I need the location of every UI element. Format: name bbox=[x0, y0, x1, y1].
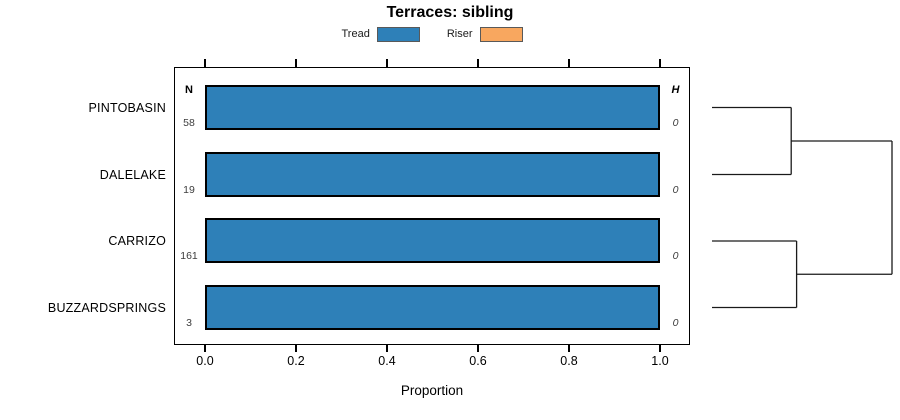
x-tick-label: 0.4 bbox=[378, 354, 396, 368]
legend-item-riser: Riser bbox=[446, 26, 523, 42]
x-tick bbox=[659, 59, 661, 67]
x-tick bbox=[204, 59, 206, 67]
x-tick bbox=[659, 345, 661, 352]
x-tick-label: 0.6 bbox=[469, 354, 487, 368]
x-tick bbox=[386, 345, 388, 352]
bar-row-dalelake bbox=[205, 152, 660, 197]
x-tick bbox=[386, 59, 388, 67]
bar-row-carrizo bbox=[205, 218, 660, 263]
category-label-carrizo: CARRIZO bbox=[108, 233, 166, 248]
legend-label-tread: Tread bbox=[341, 28, 370, 40]
x-tick bbox=[477, 345, 479, 352]
h-value: 0 bbox=[672, 250, 679, 262]
bar-segment-tread bbox=[205, 218, 660, 263]
chart-title: Terraces: sibling bbox=[386, 4, 514, 21]
h-value: 0 bbox=[672, 317, 679, 329]
bar-segment-tread bbox=[205, 285, 660, 330]
x-tick bbox=[568, 59, 570, 67]
legend: Tread Riser bbox=[174, 26, 690, 42]
category-label-buzzardsprings: BUZZARDSPRINGS bbox=[47, 300, 166, 315]
n-value: 161 bbox=[180, 250, 198, 262]
legend-item-tread: Tread bbox=[341, 26, 420, 42]
x-tick bbox=[568, 345, 570, 352]
x-tick bbox=[204, 345, 206, 352]
h-value: 0 bbox=[672, 184, 679, 196]
legend-swatch-tread bbox=[376, 26, 420, 42]
bar-row-pintobasin bbox=[205, 85, 660, 130]
category-label-dalelake: DALELAKE bbox=[99, 167, 166, 182]
n-value: 19 bbox=[183, 184, 195, 196]
n-value: 58 bbox=[183, 117, 195, 129]
n-column-header: N bbox=[185, 84, 193, 96]
bar-segment-tread bbox=[205, 152, 660, 197]
x-tick bbox=[295, 345, 297, 352]
x-tick-label: 0.0 bbox=[196, 354, 214, 368]
x-axis-title: Proportion bbox=[400, 383, 464, 398]
bar-segment-tread bbox=[205, 85, 660, 130]
legend-label-riser: Riser bbox=[446, 28, 473, 40]
x-tick bbox=[295, 59, 297, 67]
x-tick-label: 0.8 bbox=[560, 354, 578, 368]
bar-row-buzzardsprings bbox=[205, 285, 660, 330]
n-value: 3 bbox=[186, 317, 192, 329]
h-value: 0 bbox=[672, 117, 679, 129]
x-tick bbox=[477, 59, 479, 67]
x-tick-label: 0.2 bbox=[287, 354, 305, 368]
legend-swatch-riser bbox=[479, 26, 523, 42]
h-column-header: H bbox=[671, 84, 680, 96]
x-tick-label: 1.0 bbox=[651, 354, 669, 368]
category-label-pintobasin: PINTOBASIN bbox=[88, 100, 166, 115]
